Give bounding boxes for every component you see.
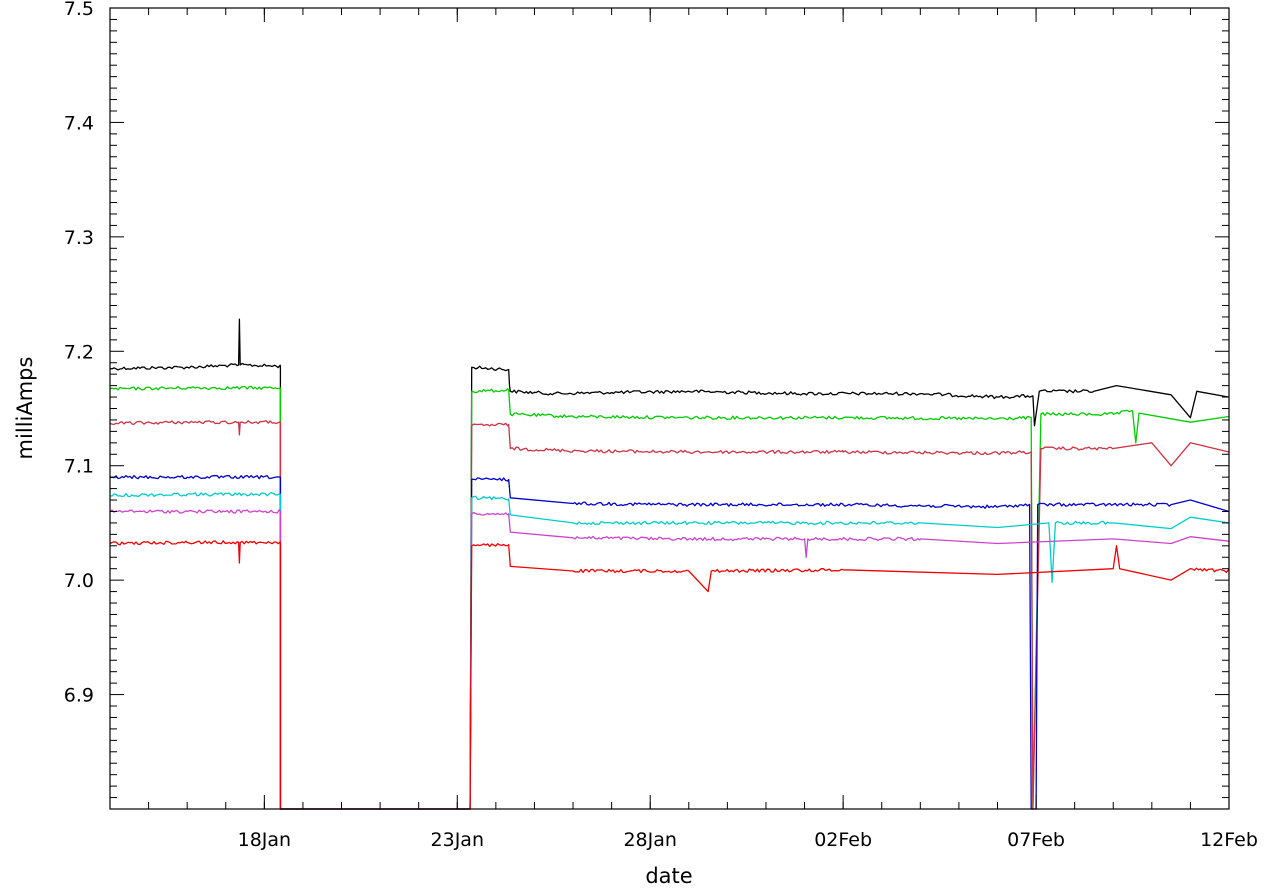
y-tick-label: 7.1 xyxy=(64,456,94,478)
series-line-6 xyxy=(109,509,1230,810)
y-tick-label: 7.5 xyxy=(64,0,94,20)
y-tick-label: 7.3 xyxy=(64,227,94,249)
y-tick-label: 7.0 xyxy=(64,570,94,592)
x-tick-label: 02Feb xyxy=(814,829,872,851)
x-tick-label: 28Jan xyxy=(623,829,676,851)
y-tick-label: 6.9 xyxy=(64,685,94,707)
series-line-1 xyxy=(109,318,1230,810)
y-tick-label: 7.2 xyxy=(64,341,94,363)
x-tick-label: 12Feb xyxy=(1200,829,1258,851)
series-line-2 xyxy=(109,385,1230,810)
x-tick-label: 18Jan xyxy=(238,829,291,851)
x-tick-label: 23Jan xyxy=(431,829,484,851)
y-axis-label: milliAmps xyxy=(13,357,37,460)
plot-frame xyxy=(109,7,1230,810)
series-layer xyxy=(109,318,1230,810)
tick-layer: 6.9 7.0 7.1 7.2 7.3 7.4 7.5 18Jan 23Jan 28Jan 02Fe… xyxy=(64,0,1258,851)
series-line-5 xyxy=(109,492,1230,810)
y-tick-label: 7.4 xyxy=(64,112,94,134)
series-line-7 xyxy=(109,540,1230,810)
x-tick-label: 07Feb xyxy=(1007,829,1065,851)
series-line-4 xyxy=(109,474,1230,810)
series-line-3 xyxy=(109,420,1230,810)
x-axis-label: date xyxy=(645,864,692,888)
